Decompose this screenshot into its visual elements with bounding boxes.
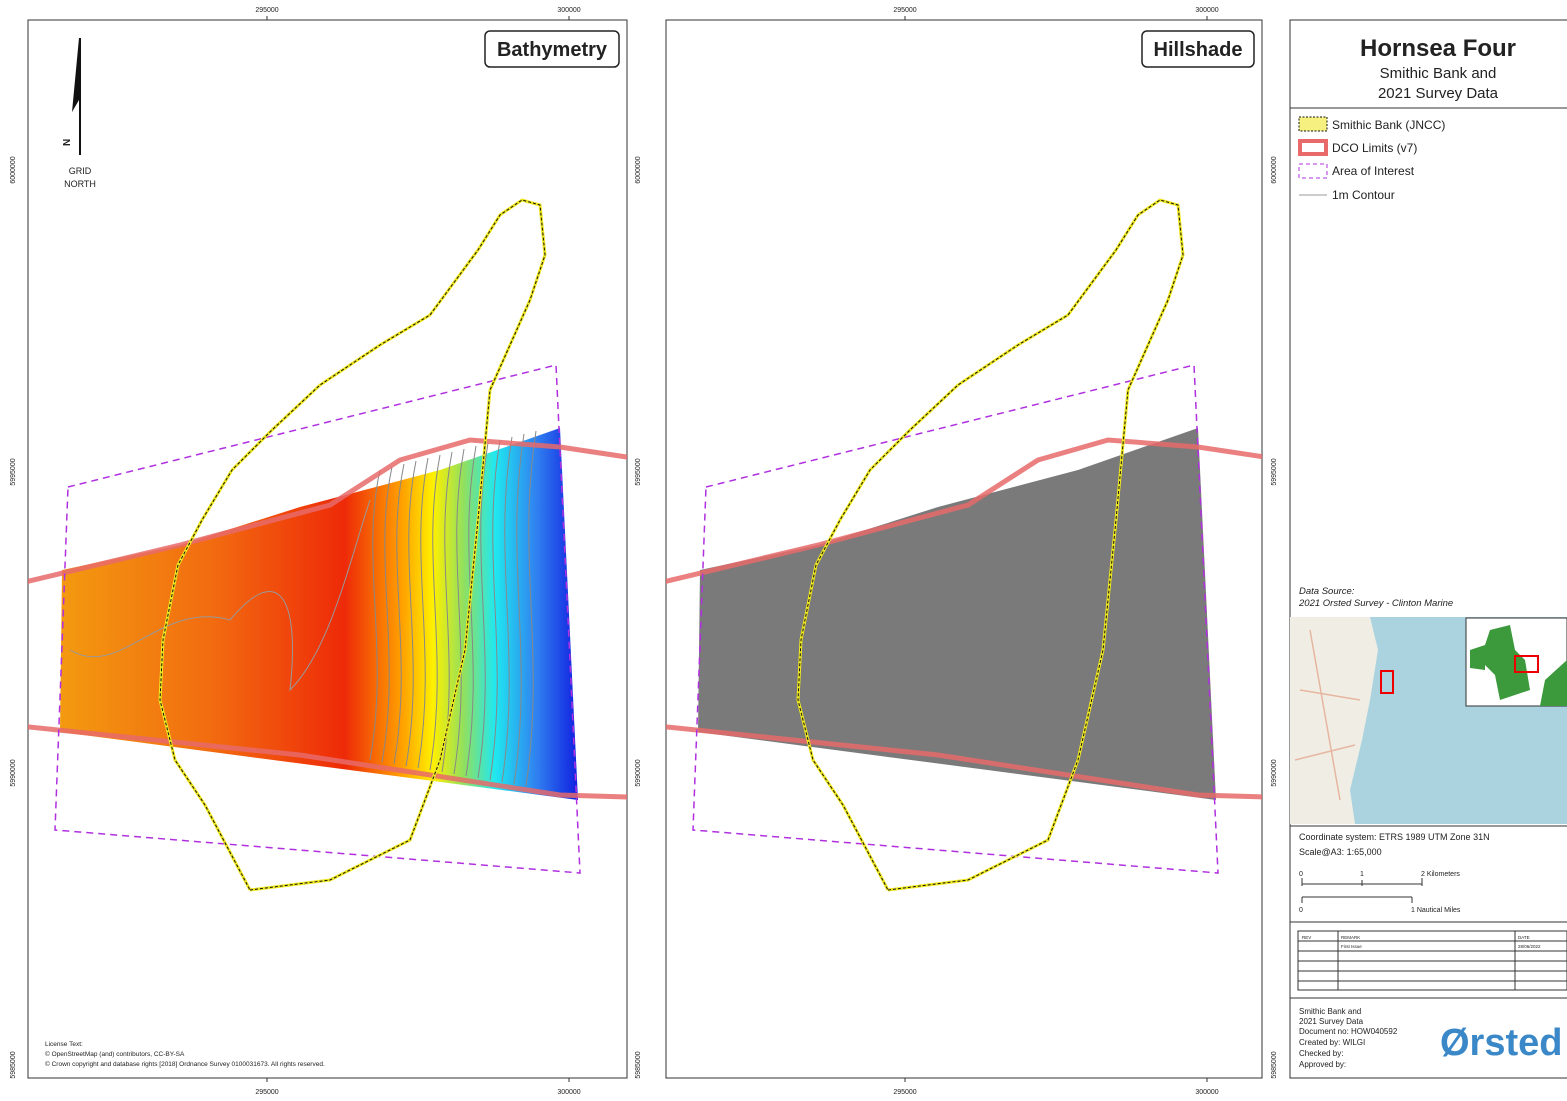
x-coordinate-label: 300000 (1195, 1089, 1218, 1096)
data-source: 2021 Orsted Survey - Clinton Marine (1298, 598, 1453, 609)
scale-label: 0 (1299, 871, 1303, 878)
y-coordinate-label: 5985000 (1271, 1051, 1278, 1078)
info-panel (1290, 20, 1567, 1078)
legend-label: Smithic Bank (JNCC) (1332, 118, 1445, 132)
north-label: GRID (69, 166, 92, 176)
y-coordinate-label: 6000000 (635, 156, 642, 183)
license-text: © Crown copyright and database rights [2… (45, 1060, 325, 1068)
location-map (1290, 617, 1567, 824)
subtitle: Smithic Bank and (1380, 65, 1497, 82)
legend-label: 1m Contour (1332, 188, 1395, 202)
y-coordinate-label: 6000000 (10, 156, 17, 183)
data-source: Data Source: (1299, 586, 1355, 597)
scale-label: 1 (1360, 871, 1364, 878)
x-coordinate-label: 300000 (557, 7, 580, 14)
y-coordinate-label: 5985000 (10, 1051, 17, 1078)
doc-line: Created by: WILGI (1299, 1038, 1365, 1047)
x-coordinate-label: 295000 (255, 1089, 278, 1096)
y-coordinate-label: 5990000 (635, 759, 642, 786)
subtitle: 2021 Survey Data (1378, 85, 1499, 102)
x-coordinate-label: 295000 (893, 1089, 916, 1096)
doc-line: 2021 Survey Data (1299, 1017, 1364, 1026)
coordinate-system: Coordinate system: ETRS 1989 UTM Zone 31… (1299, 832, 1490, 842)
y-coordinate-label: 5995000 (1271, 458, 1278, 485)
y-coordinate-label: 5995000 (10, 458, 17, 485)
scale-text: Scale@A3: 1:65,000 (1299, 847, 1382, 857)
x-coordinate-label: 295000 (255, 7, 278, 14)
table-cell: 28/06/2022 (1518, 944, 1541, 949)
north-label: NORTH (64, 179, 96, 189)
y-coordinate-label: 6000000 (1271, 156, 1278, 183)
legend-label: DCO Limits (v7) (1332, 141, 1417, 155)
y-coordinate-label: 5985000 (635, 1051, 642, 1078)
scale-label: 2 Kilometers (1421, 871, 1460, 878)
license-text: License Text: (45, 1041, 83, 1048)
x-coordinate-label: 300000 (1195, 7, 1218, 14)
project-title: Hornsea Four (1360, 35, 1516, 62)
doc-line: Smithic Bank and (1299, 1007, 1361, 1016)
y-coordinate-label: 5990000 (1271, 759, 1278, 786)
table-header: REMARK (1341, 935, 1360, 940)
table-cell: First Issue (1341, 944, 1362, 949)
doc-line: Document no: HOW040592 (1299, 1027, 1398, 1036)
doc-line: Checked by: (1299, 1049, 1343, 1058)
map-sheet: N GRID NORTH License Text: © OpenStreetM… (0, 0, 1567, 1096)
license-text: © OpenStreetMap (and) contributors, CC-B… (45, 1050, 185, 1058)
legend-label: Area of Interest (1332, 164, 1415, 178)
panel-label: Bathymetry (497, 39, 608, 61)
y-coordinate-label: 5995000 (635, 458, 642, 485)
scale-label: 0 (1299, 907, 1303, 914)
table-header: REV (1302, 935, 1311, 940)
logo: Ørsted (1440, 1022, 1562, 1064)
y-coordinate-label: 5990000 (10, 759, 17, 786)
table-header: DATE (1518, 935, 1530, 940)
panel-label: Hillshade (1154, 39, 1243, 61)
x-coordinate-label: 300000 (557, 1089, 580, 1096)
scale-label: 1 Nautical Miles (1411, 907, 1461, 914)
x-coordinate-label: 295000 (893, 7, 916, 14)
north-letter: N (62, 139, 73, 146)
doc-line: Approved by: (1299, 1060, 1346, 1069)
